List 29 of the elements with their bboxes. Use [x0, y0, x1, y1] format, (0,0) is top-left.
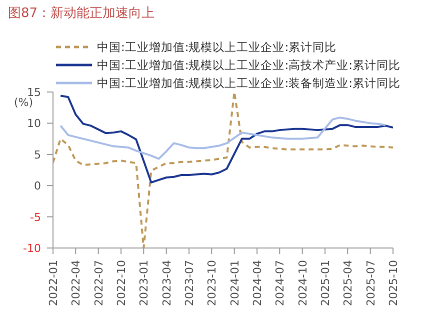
y-axis-title: (%)	[14, 96, 34, 109]
line-series	[60, 94, 393, 184]
x-tick-label: 2024-07	[274, 260, 287, 306]
x-tick-label: 2024-01	[228, 260, 242, 306]
x-tick-label: 2023-01	[138, 260, 151, 306]
legend-label: 中国:工业增加值:规模以上工业企业:高技术产业:累计同比	[97, 57, 400, 74]
x-tick-label: 2024-04	[251, 260, 264, 306]
x-tick-label: 2023-04	[160, 260, 174, 306]
x-tick-label: 2022-01	[47, 260, 60, 306]
x-tick-label: 2023-10	[206, 260, 219, 306]
legend-label: 中国:工业增加值:规模以上工业企业:装备制造业:累计同比	[97, 75, 400, 92]
x-tick-label: 2022-10	[115, 260, 128, 306]
y-tick-label: 0	[34, 180, 41, 193]
y-tick-label: -5	[30, 210, 41, 224]
y-tick-label: 15	[27, 86, 41, 99]
legend-label: 中国:工业增加值:规模以上工业企业:累计同比	[97, 39, 337, 56]
y-tick-label: -10	[23, 242, 41, 255]
x-tick-label: 2025-07	[364, 260, 378, 306]
y-tick-label: 10	[27, 117, 41, 130]
chart-title: 图87：新动能正加速向上	[8, 5, 155, 22]
x-tick-label: 2022-04	[70, 260, 83, 306]
y-tick-label: 5	[34, 148, 41, 162]
x-tick-label: 2023-07	[183, 260, 196, 306]
x-tick-label: 2022-07	[92, 260, 106, 306]
line-series	[60, 116, 386, 160]
x-tick-label: 2025-01	[319, 260, 332, 306]
x-tick-label: 2025-10	[387, 260, 400, 306]
x-tick-label: 2024-10	[296, 260, 310, 306]
x-tick-label: 2025-04	[342, 260, 355, 306]
